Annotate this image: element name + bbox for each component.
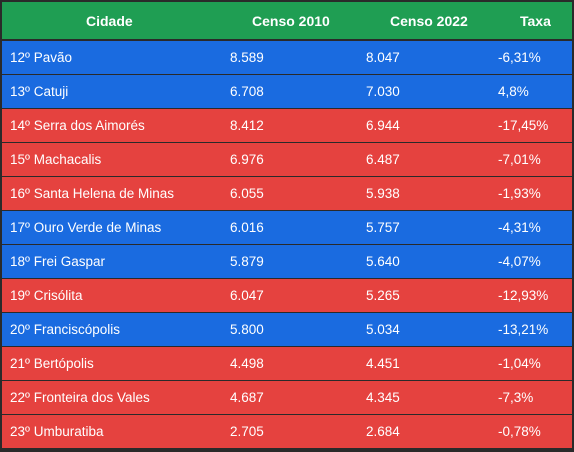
cell-taxa: -17,45%: [498, 107, 572, 142]
cell-taxa: 4,8%: [498, 73, 572, 108]
cell-censo-2010: 8.589: [230, 39, 364, 74]
table-header: Cidade Censo 2010 Censo 2022 Taxa: [2, 2, 572, 41]
cell-taxa: -6,31%: [498, 39, 572, 74]
header-cidade[interactable]: Cidade: [2, 2, 230, 41]
table-row[interactable]: 17º Ouro Verde de Minas 6.016 5.757 -4,31%: [2, 209, 572, 244]
cell-cidade: 14º Serra dos Aimorés: [2, 107, 230, 142]
cell-censo-2010: 6.708: [230, 73, 364, 108]
table-body: 12º Pavão 8.589 8.047 -6,31% 13º Catuji 6.708…: [2, 39, 572, 448]
cell-taxa: -4,07%: [498, 243, 572, 278]
cell-taxa: -1,93%: [498, 175, 572, 210]
cell-censo-2022: 8.047: [364, 39, 498, 74]
cell-censo-2010: 6.016: [230, 209, 364, 244]
table-row[interactable]: 22º Fronteira dos Vales 4.687 4.345 -7,3%: [2, 379, 572, 414]
cell-censo-2022: 6.487: [364, 141, 498, 176]
header-taxa[interactable]: Taxa: [498, 2, 572, 41]
table-row[interactable]: 12º Pavão 8.589 8.047 -6,31%: [2, 39, 572, 74]
cell-cidade: 21º Bertópolis: [2, 345, 230, 380]
cell-censo-2010: 5.879: [230, 243, 364, 278]
cell-censo-2010: 2.705: [230, 413, 364, 448]
cell-taxa: -1,04%: [498, 345, 572, 380]
cell-censo-2010: 4.687: [230, 379, 364, 414]
table-row[interactable]: 20º Franciscópolis 5.800 5.034 -13,21%: [2, 311, 572, 346]
cell-censo-2010: 5.800: [230, 311, 364, 346]
cell-censo-2022: 6.944: [364, 107, 498, 142]
cell-censo-2010: 8.412: [230, 107, 364, 142]
cell-censo-2022: 2.684: [364, 413, 498, 448]
cell-censo-2022: 5.640: [364, 243, 498, 278]
cell-cidade: 20º Franciscópolis: [2, 311, 230, 346]
cell-censo-2022: 5.938: [364, 175, 498, 210]
cell-censo-2010: 6.976: [230, 141, 364, 176]
cell-censo-2022: 7.030: [364, 73, 498, 108]
cell-censo-2022: 5.265: [364, 277, 498, 312]
table-row[interactable]: 19º Crisólita 6.047 5.265 -12,93%: [2, 277, 572, 312]
cell-cidade: 22º Fronteira dos Vales: [2, 379, 230, 414]
cell-taxa: -13,21%: [498, 311, 572, 346]
cell-censo-2010: 6.047: [230, 277, 364, 312]
cell-cidade: 19º Crisólita: [2, 277, 230, 312]
cell-taxa: -7,01%: [498, 141, 572, 176]
cell-censo-2010: 6.055: [230, 175, 364, 210]
cell-censo-2022: 5.034: [364, 311, 498, 346]
cell-cidade: 23º Umburatiba: [2, 413, 230, 448]
cell-censo-2022: 5.757: [364, 209, 498, 244]
cell-cidade: 17º Ouro Verde de Minas: [2, 209, 230, 244]
table-row[interactable]: 23º Umburatiba 2.705 2.684 -0,78%: [2, 413, 572, 448]
cell-taxa: -4,31%: [498, 209, 572, 244]
cell-censo-2022: 4.451: [364, 345, 498, 380]
cell-cidade: 13º Catuji: [2, 73, 230, 108]
cell-cidade: 16º Santa Helena de Minas: [2, 175, 230, 210]
table-row[interactable]: 15º Machacalis 6.976 6.487 -7,01%: [2, 141, 572, 176]
header-censo-2010[interactable]: Censo 2010: [230, 2, 364, 41]
cell-cidade: 12º Pavão: [2, 39, 230, 74]
cell-taxa: -0,78%: [498, 413, 572, 448]
header-row: Cidade Censo 2010 Censo 2022 Taxa: [2, 2, 572, 41]
cell-cidade: 15º Machacalis: [2, 141, 230, 176]
cell-censo-2010: 4.498: [230, 345, 364, 380]
header-censo-2022[interactable]: Censo 2022: [364, 2, 498, 41]
table-row[interactable]: 21º Bertópolis 4.498 4.451 -1,04%: [2, 345, 572, 380]
table-row[interactable]: 14º Serra dos Aimorés 8.412 6.944 -17,45%: [2, 107, 572, 142]
cell-cidade: 18º Frei Gaspar: [2, 243, 230, 278]
cell-censo-2022: 4.345: [364, 379, 498, 414]
table-row[interactable]: 18º Frei Gaspar 5.879 5.640 -4,07%: [2, 243, 572, 278]
cell-taxa: -12,93%: [498, 277, 572, 312]
table-row[interactable]: 16º Santa Helena de Minas 6.055 5.938 -1,93…: [2, 175, 572, 210]
table-row[interactable]: 13º Catuji 6.708 7.030 4,8%: [2, 73, 572, 108]
cell-taxa: -7,3%: [498, 379, 572, 414]
